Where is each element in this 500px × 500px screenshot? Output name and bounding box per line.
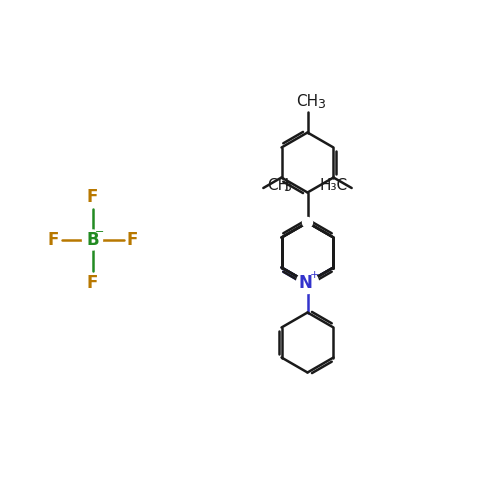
Text: CH: CH bbox=[296, 94, 318, 109]
Text: CH: CH bbox=[268, 178, 289, 193]
Circle shape bbox=[82, 230, 102, 250]
Circle shape bbox=[296, 272, 318, 293]
Text: F: F bbox=[126, 231, 138, 249]
Text: H₃C: H₃C bbox=[320, 178, 347, 193]
Text: +: + bbox=[310, 270, 318, 280]
Text: F: F bbox=[87, 188, 98, 206]
Text: −: − bbox=[95, 226, 104, 236]
Text: N: N bbox=[298, 274, 312, 291]
Circle shape bbox=[302, 218, 312, 228]
Text: F: F bbox=[47, 231, 58, 249]
Text: B: B bbox=[86, 231, 99, 249]
Text: F: F bbox=[87, 274, 98, 292]
Text: 3: 3 bbox=[318, 98, 326, 110]
Text: 3: 3 bbox=[283, 180, 290, 194]
